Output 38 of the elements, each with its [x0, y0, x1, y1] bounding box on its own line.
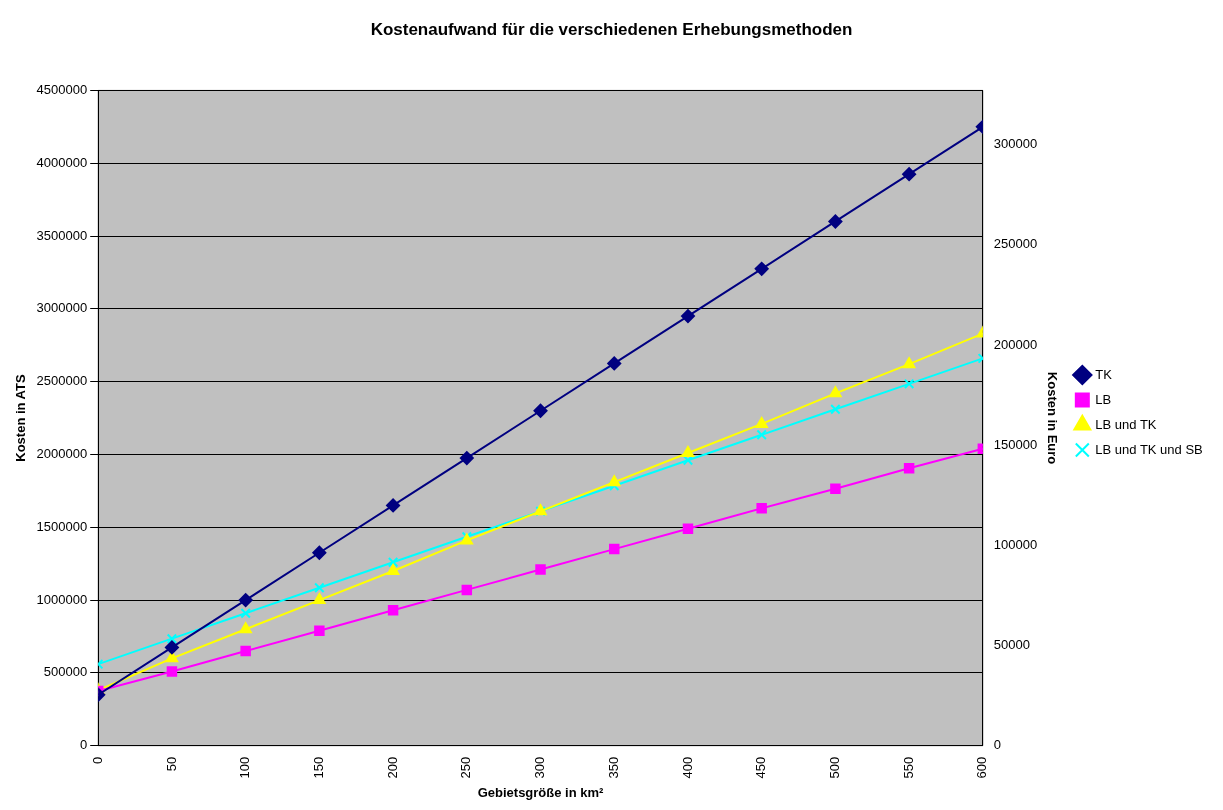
- x-tick-label: 600: [974, 756, 990, 779]
- y2-axis-title: Kosten in Euro: [1045, 371, 1061, 465]
- legend-label: TK: [1095, 366, 1113, 382]
- x-tick-label: 350: [605, 756, 621, 779]
- x-tick-label: 450: [753, 756, 769, 779]
- legend-label: LB und TK: [1095, 416, 1157, 432]
- y2-tick-label: 0: [993, 737, 1002, 753]
- y2-tick-label: 200000: [993, 336, 1038, 352]
- y2-tick-label: 100000: [993, 536, 1038, 552]
- y-tick-label: 4500000: [36, 81, 88, 97]
- x-tick-label: 300: [532, 756, 548, 779]
- y-tick-label: 3000000: [36, 300, 88, 316]
- y-tick-label: 1500000: [36, 518, 88, 534]
- chart-title: Kostenaufwand für die verschiedenen Erhebungsmethoden: [370, 19, 853, 39]
- y-tick-label: 0: [79, 737, 88, 753]
- x-tick-label: 550: [900, 756, 916, 779]
- legend-label: LB: [1095, 391, 1112, 407]
- y-tick-label: 500000: [43, 664, 88, 680]
- x-tick-label: 0: [89, 756, 105, 764]
- y-axis-title: Kosten in ATS: [13, 374, 29, 462]
- y2-tick-label: 50000: [993, 637, 1030, 653]
- x-tick-label: 150: [310, 756, 326, 779]
- x-tick-label: 250: [458, 756, 474, 779]
- y-tick-label: 2000000: [36, 446, 88, 462]
- x-axis-title: Gebietsgröße in km²: [477, 784, 605, 800]
- x-tick-label: 200: [384, 756, 400, 779]
- legend-label: LB und TK und SB: [1095, 441, 1203, 457]
- y-tick-label: 2500000: [36, 373, 88, 389]
- x-tick-label: 100: [237, 756, 253, 779]
- y-tick-label: 1000000: [36, 591, 88, 607]
- y2-tick-label: 250000: [993, 236, 1038, 252]
- x-tick-label: 400: [679, 756, 695, 779]
- y-tick-label: 4000000: [36, 154, 88, 170]
- x-tick-label: 500: [826, 756, 842, 779]
- x-tick-label: 50: [163, 756, 179, 772]
- y2-tick-label: 150000: [993, 436, 1038, 452]
- y2-tick-label: 300000: [993, 136, 1038, 152]
- y-tick-label: 3500000: [36, 227, 88, 243]
